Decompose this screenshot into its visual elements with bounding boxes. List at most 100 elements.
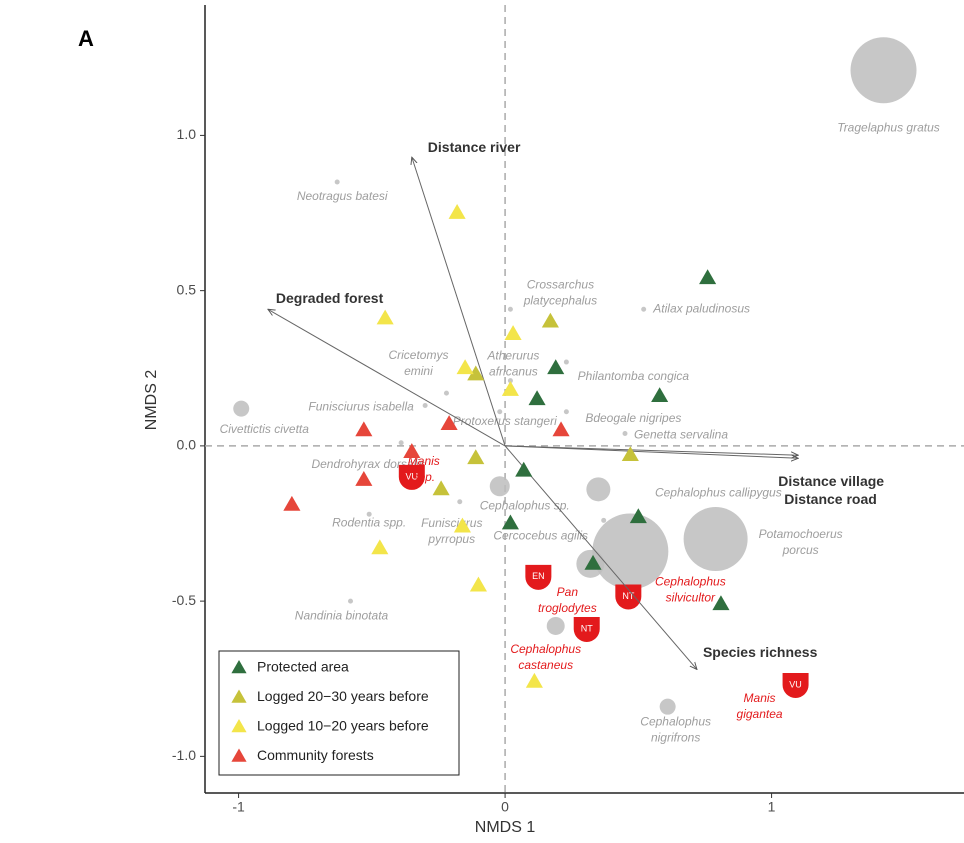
- vector-label: Degraded forest: [276, 290, 384, 306]
- site-point: [440, 415, 458, 430]
- species-label: Potamochoerus porcus: [759, 527, 843, 557]
- species-label: Nandinia binotata: [295, 608, 389, 622]
- species-label: Pan troglodytes: [538, 585, 597, 615]
- badge-shape: [398, 464, 425, 490]
- species-point: [457, 499, 463, 505]
- x-axis-title: NMDS 1: [475, 819, 536, 836]
- species-label: Atilax paludinosus: [652, 301, 750, 315]
- species-point: [850, 37, 917, 104]
- site-point: [448, 204, 466, 219]
- species-point: [563, 359, 569, 365]
- species-point: [586, 477, 611, 502]
- vector: [268, 309, 506, 447]
- site-point: [283, 495, 301, 511]
- badge-label: NT: [581, 623, 593, 633]
- site-point: [355, 421, 373, 437]
- site-point: [501, 380, 519, 396]
- site-point: [651, 387, 669, 403]
- species-label: Crossarchus platycephalus: [523, 277, 597, 307]
- species-label: Genetta servalina: [634, 428, 728, 442]
- site-point: [712, 595, 730, 611]
- vector: [505, 445, 798, 455]
- legend-marker: [231, 748, 247, 762]
- vector-label: Distance village: [778, 473, 884, 489]
- site-point: [371, 539, 389, 555]
- legend-marker: [231, 689, 247, 703]
- species-point: [601, 517, 607, 523]
- badge-label: EN: [532, 571, 545, 581]
- threat-badge: NT: [615, 584, 642, 610]
- species-label: Funisciurus pyrropus: [421, 516, 482, 546]
- species-label: Protoxerus stangeri: [453, 414, 557, 428]
- species-label: Cephalophus callipygus: [655, 486, 782, 500]
- legend-label: Protected area: [257, 659, 349, 675]
- badge-shape: [615, 584, 642, 610]
- badge-label: VU: [406, 471, 419, 481]
- y-tick-label: 0.5: [177, 281, 197, 297]
- site-point: [699, 269, 717, 285]
- x-tick-label: 1: [768, 799, 776, 815]
- vector: [412, 157, 506, 447]
- site-point: [467, 449, 485, 465]
- species-point: [622, 430, 628, 436]
- species-label: Rodentia spp.: [332, 515, 406, 529]
- threat-badge: VU: [398, 464, 425, 490]
- species-point: [497, 409, 503, 415]
- species-point: [422, 403, 428, 409]
- legend-label: Logged 10−20 years before: [257, 718, 429, 734]
- site-point: [584, 554, 602, 570]
- species-label: Tragelaphus gratus: [837, 120, 940, 134]
- site-point: [376, 309, 394, 325]
- site-point: [621, 446, 639, 462]
- legend-label: Logged 20−30 years before: [257, 688, 429, 704]
- x-tick-label: -1: [232, 799, 245, 815]
- species-point: [641, 306, 647, 312]
- species-point: [507, 378, 513, 384]
- species-label: Cercocebus agilis: [493, 529, 588, 543]
- site-point: [515, 461, 533, 477]
- badge-label: NT: [622, 591, 634, 601]
- y-tick-label: 1.0: [177, 126, 197, 142]
- site-point: [355, 471, 373, 486]
- badge-shape: [525, 564, 552, 590]
- site-point: [467, 365, 485, 381]
- species-label: Cricetomys emini: [388, 348, 448, 378]
- vector: [505, 445, 798, 458]
- site-point: [629, 508, 647, 524]
- y-tick-label: -0.5: [172, 592, 196, 608]
- species-label: Cephalophus sp.: [480, 498, 570, 512]
- y-axis-title: NMDS 2: [143, 370, 160, 431]
- site-point: [541, 312, 559, 328]
- site-point: [504, 325, 522, 340]
- legend-marker: [231, 660, 247, 674]
- species-label: Philantomba congica: [578, 369, 690, 383]
- vector-label: Species richness: [703, 644, 818, 660]
- species-label: Manis gigantea: [737, 691, 783, 721]
- species-point: [659, 698, 676, 715]
- site-point: [403, 443, 421, 458]
- site-point: [525, 672, 543, 688]
- species-point: [348, 598, 354, 604]
- species-label: Cephalophus nigrifrons: [640, 715, 711, 745]
- site-point: [432, 480, 450, 496]
- species-point: [546, 616, 565, 635]
- x-tick-label: 0: [501, 799, 509, 815]
- legend-marker: [231, 719, 247, 733]
- site-point: [469, 576, 487, 592]
- species-point: [592, 513, 669, 590]
- threat-badge: NT: [573, 616, 600, 642]
- legend-label: Community forests: [257, 747, 374, 763]
- species-label: Bdeogale nigripes: [585, 411, 681, 425]
- panel-label: A: [78, 26, 94, 51]
- species-point: [366, 511, 372, 517]
- species-label: Civettictis civetta: [220, 422, 310, 436]
- species-point: [683, 507, 748, 572]
- site-point: [547, 359, 565, 375]
- badge-label: VU: [789, 679, 802, 689]
- species-label: Funisciurus isabella: [308, 400, 414, 414]
- species-label: Dendrohyrax dorsalis: [311, 457, 424, 471]
- vector-label: Distance road: [784, 491, 877, 507]
- badge-shape: [782, 672, 809, 698]
